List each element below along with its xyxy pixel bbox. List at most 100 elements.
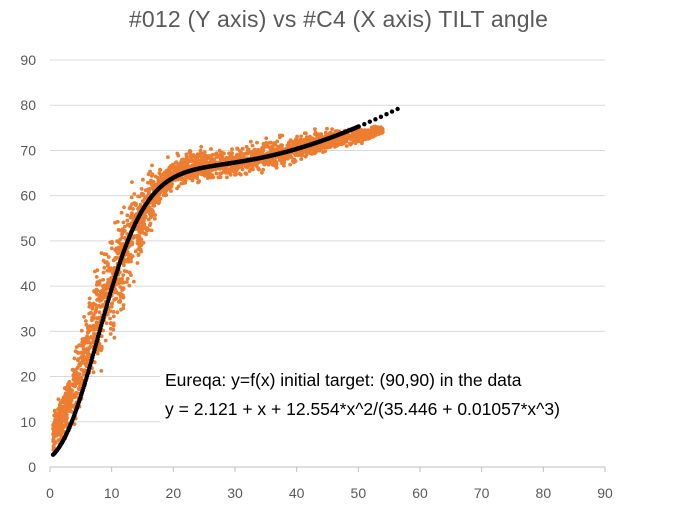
scatter-point	[86, 336, 90, 341]
scatter-point	[129, 214, 133, 219]
scatter-point	[119, 210, 124, 215]
scatter-point	[140, 230, 145, 235]
scatter-point	[92, 360, 97, 365]
scatter-point	[121, 220, 126, 225]
scatter-point	[373, 124, 377, 129]
scatter-point	[104, 252, 109, 257]
scatter-point	[233, 172, 237, 177]
scatter-point	[316, 135, 321, 140]
scatter-point	[116, 280, 121, 284]
x-tick-label: 70	[474, 485, 490, 501]
scatter-point	[84, 361, 89, 365]
scatter-point	[222, 151, 226, 156]
scatter-point	[140, 199, 145, 204]
scatter-point	[94, 282, 99, 287]
scatter-point	[100, 284, 105, 288]
scatter-point	[184, 154, 189, 159]
scatter-point	[265, 141, 269, 146]
scatter-point	[99, 334, 104, 339]
scatter-point	[212, 157, 217, 162]
scatter-point	[247, 169, 252, 174]
scatter-point	[210, 167, 215, 172]
scatter-point	[190, 154, 194, 158]
scatter-point	[148, 223, 152, 228]
scatter-point	[356, 132, 360, 136]
scatter-point	[127, 206, 132, 211]
scatter-point	[80, 340, 85, 345]
scatter-point	[104, 292, 108, 297]
scatter-point	[360, 138, 365, 143]
fit-point	[384, 112, 389, 117]
scatter-point	[53, 417, 58, 422]
scatter-point	[173, 167, 178, 171]
scatter-point	[135, 233, 140, 238]
scatter-point	[90, 335, 94, 340]
scatter-point	[216, 154, 221, 158]
scatter-point	[121, 273, 126, 277]
scatter-point	[115, 239, 119, 244]
scatter-point	[147, 207, 152, 212]
scatter-point	[87, 346, 92, 351]
scatter-point	[288, 138, 293, 143]
scatter-point	[84, 319, 88, 323]
scatter-point	[234, 166, 238, 170]
scatter-point	[136, 253, 141, 257]
scatter-point	[199, 172, 204, 177]
scatter-point	[295, 138, 300, 143]
scatter-point	[101, 277, 105, 282]
scatter-point	[80, 337, 85, 341]
scatter-point	[252, 147, 257, 152]
scatter-point	[225, 175, 229, 180]
scatter-point	[108, 316, 112, 321]
scatter-point	[180, 177, 185, 181]
scatter-point	[342, 136, 346, 141]
scatter-point	[217, 148, 222, 153]
scatter-point	[109, 246, 114, 251]
scatter-point	[120, 235, 124, 240]
scatter-point	[118, 298, 122, 303]
scatter-point	[101, 270, 106, 275]
scatter-point	[106, 255, 111, 259]
scatter-point	[73, 384, 78, 388]
scatter-point	[278, 133, 282, 138]
scatter-point	[79, 375, 84, 380]
scatter-point	[268, 140, 273, 145]
scatter-point	[91, 338, 96, 343]
scatter-point	[240, 146, 245, 151]
scatter-point	[197, 153, 202, 158]
scatter-point	[58, 422, 63, 426]
scatter-point	[136, 247, 141, 252]
scatter-point	[95, 268, 100, 272]
scatter-point	[350, 134, 355, 139]
y-tick-label: 70	[20, 142, 36, 158]
scatter-point	[123, 236, 127, 240]
scatter-point	[121, 280, 126, 285]
scatter-point	[122, 269, 127, 273]
scatter-point	[78, 362, 83, 367]
scatter-point	[227, 155, 232, 160]
y-tick-label: 40	[20, 278, 36, 294]
scatter-point	[345, 135, 350, 139]
scatter-point	[227, 169, 232, 173]
x-tick-label: 0	[46, 485, 54, 501]
scatter-point	[120, 288, 124, 292]
x-tick-label: 40	[289, 485, 305, 501]
scatter-point	[94, 292, 99, 296]
scatter-point	[193, 172, 198, 177]
scatter-point	[299, 157, 304, 162]
scatter-point	[66, 395, 71, 400]
scatter-point	[245, 152, 249, 156]
scatter-point	[141, 193, 146, 198]
scatter-point	[198, 148, 203, 153]
scatter-point	[111, 327, 116, 332]
scatter-point	[87, 296, 92, 301]
scatter-point	[55, 412, 60, 417]
scatter-point	[82, 315, 86, 319]
scatter-point	[123, 224, 127, 229]
scatter-point	[153, 200, 158, 204]
scatter-point	[79, 328, 84, 333]
scatter-point	[288, 154, 293, 159]
scatter-point	[90, 304, 95, 309]
scatter-point	[296, 153, 301, 158]
scatter-point	[279, 143, 283, 148]
